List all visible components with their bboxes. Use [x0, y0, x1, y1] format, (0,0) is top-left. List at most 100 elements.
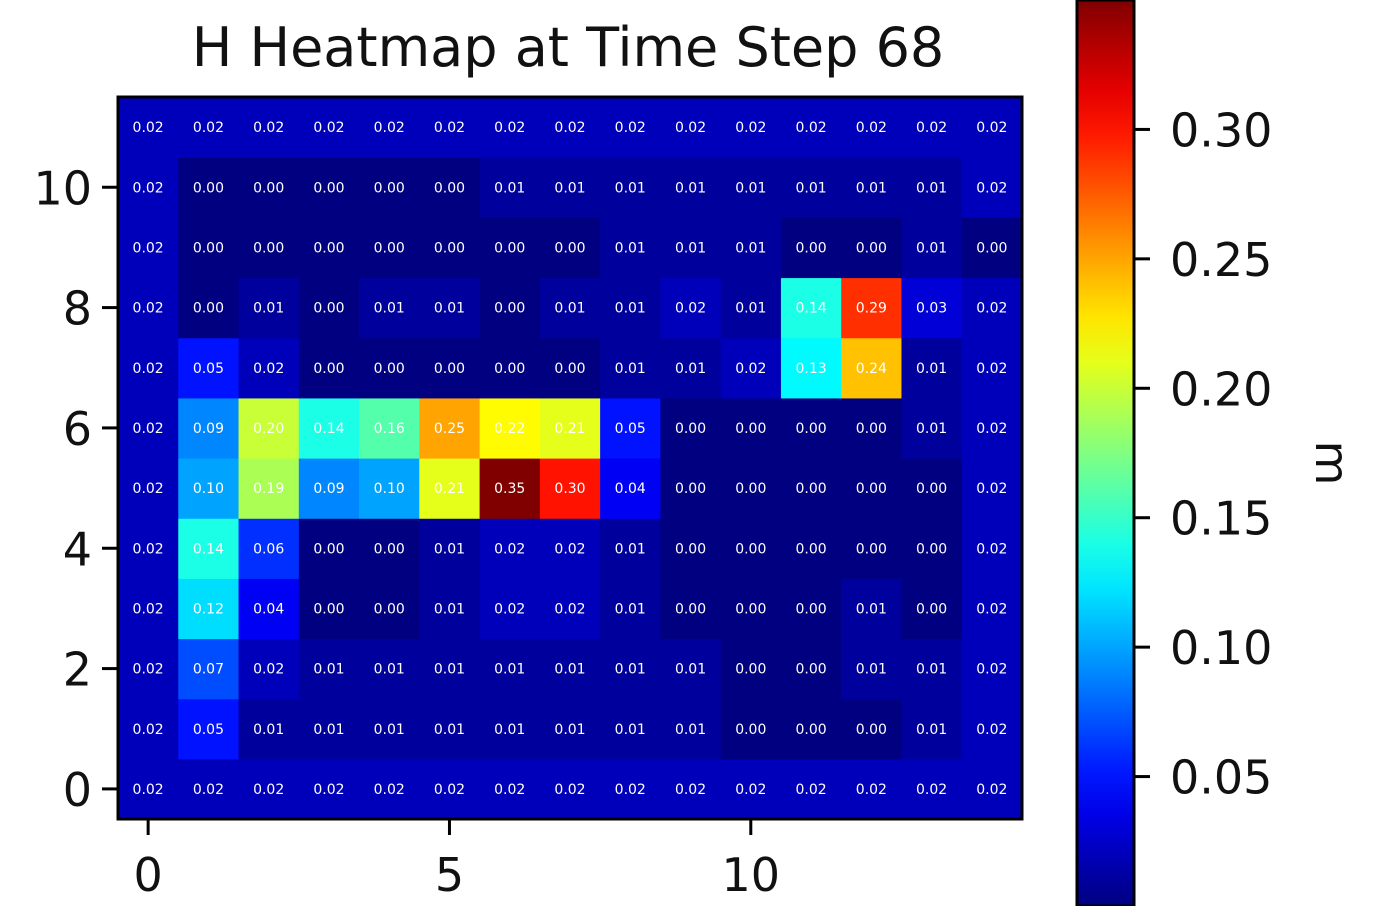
y-tick-label: 10: [33, 161, 92, 215]
cell-value-label: 0.01: [856, 180, 887, 196]
heatmap-cell: [359, 217, 420, 279]
heatmap-cell: [359, 518, 420, 579]
colorbar-label: m: [1305, 441, 1359, 486]
cell-value-label: 0.01: [434, 541, 465, 557]
heatmap-cell: [359, 758, 420, 820]
heatmap-cell: [298, 578, 360, 640]
cell-value-label: 0.02: [253, 782, 284, 798]
heatmap-cell: [539, 337, 601, 399]
cell-value-label: 0.01: [434, 601, 465, 617]
heatmap-cell: [841, 337, 903, 399]
heatmap-cell: [298, 458, 360, 519]
cell-value-label: 0.02: [133, 481, 164, 497]
heatmap-cell: [660, 97, 722, 158]
heatmap-cell: [238, 337, 300, 399]
cell-value-label: 0.02: [253, 120, 284, 136]
cell-value-label: 0.00: [374, 240, 405, 256]
heatmap-cell: [359, 698, 420, 760]
cell-value-label: 0.01: [374, 301, 405, 317]
heatmap-cell: [298, 337, 360, 399]
cell-value-label: 0.00: [735, 601, 766, 617]
cell-value-label: 0.14: [313, 421, 344, 437]
heatmap-cell: [961, 337, 1023, 399]
heatmap-cell: [841, 758, 903, 820]
cell-value-label: 0.02: [133, 120, 164, 136]
heatmap-cell: [901, 698, 963, 760]
heatmap-cell: [539, 518, 601, 579]
cell-value-label: 0.00: [554, 361, 585, 377]
cell-value-label: 0.03: [916, 301, 947, 317]
heatmap-cell: [901, 277, 963, 339]
heatmap-cell: [780, 277, 842, 339]
heatmap-cell: [841, 97, 903, 158]
heatmap-cell: [600, 157, 661, 218]
heatmap-cell: [118, 578, 179, 640]
cell-value-label: 0.02: [675, 120, 706, 136]
cell-value-label: 0.01: [675, 240, 706, 256]
heatmap-cell: [298, 97, 360, 158]
heatmap-cell: [841, 458, 903, 519]
cell-value-label: 0.02: [494, 541, 525, 557]
cell-value-label: 0.00: [193, 240, 224, 256]
heatmap-cell: [780, 337, 842, 399]
cell-value-label: 0.01: [313, 722, 344, 738]
cell-value-label: 0.01: [916, 662, 947, 678]
cell-value-label: 0.02: [313, 120, 344, 136]
cell-value-label: 0.05: [615, 421, 646, 437]
heatmap-cell: [178, 337, 240, 399]
heatmap-cell: [238, 698, 300, 760]
heatmap-cell: [961, 458, 1023, 519]
cell-value-label: 0.02: [494, 601, 525, 617]
cell-value-label: 0.00: [434, 180, 465, 196]
heatmap-cell: [118, 397, 179, 459]
cell-value-label: 0.10: [193, 481, 224, 497]
heatmap-cell: [359, 277, 420, 339]
heatmap-cell: [298, 277, 360, 339]
heatmap-cell: [780, 578, 842, 640]
heatmap-cell: [720, 397, 782, 459]
cell-value-label: 0.02: [133, 722, 164, 738]
heatmap-cell: [419, 518, 481, 579]
cell-value-label: 0.01: [434, 662, 465, 678]
cell-value-label: 0.00: [735, 421, 766, 437]
heatmap-cell: [961, 157, 1023, 218]
heatmap-cell: [419, 758, 481, 820]
heatmap-cell: [419, 277, 481, 339]
heatmap-cell: [660, 277, 722, 339]
heatmap-cell: [780, 97, 842, 158]
heatmap-cell: [419, 458, 481, 519]
heatmap-cell: [419, 638, 481, 700]
cell-value-label: 0.00: [434, 361, 465, 377]
x-tick-label: 0: [133, 848, 162, 902]
colorbar-ticks: 0.05 0.10 0.15 0.20 0.25 0.30: [1134, 103, 1272, 805]
heatmap-cell: [600, 217, 661, 279]
cell-value-label: 0.02: [494, 120, 525, 136]
heatmap-cell: [238, 277, 300, 339]
heatmap-cell: [660, 698, 722, 760]
cell-value-label: 0.00: [856, 541, 887, 557]
cell-value-label: 0.01: [615, 301, 646, 317]
heatmap-cell: [600, 397, 661, 459]
cell-value-label: 0.00: [253, 240, 284, 256]
cell-value-label: 0.00: [856, 240, 887, 256]
cell-value-label: 0.01: [675, 361, 706, 377]
cell-value-label: 0.02: [976, 481, 1007, 497]
heatmap-cell: [901, 337, 963, 399]
heatmap-cell: [419, 698, 481, 760]
heatmap-cell: [600, 337, 661, 399]
cell-value-label: 0.04: [615, 481, 646, 497]
heatmap-cell: [901, 217, 963, 279]
colorbar-tick-label: 0.15: [1170, 492, 1272, 546]
heatmap-cell: [118, 458, 179, 519]
cell-value-label: 0.20: [253, 421, 284, 437]
heatmap-cell: [720, 157, 782, 218]
cell-value-label: 0.16: [374, 421, 405, 437]
heatmap-cell: [780, 397, 842, 459]
heatmap-cell: [780, 458, 842, 519]
heatmap-cell: [901, 397, 963, 459]
cell-value-label: 0.02: [735, 782, 766, 798]
cell-value-label: 0.05: [193, 722, 224, 738]
cell-value-label: 0.02: [374, 120, 405, 136]
heatmap-cell: [901, 157, 963, 218]
